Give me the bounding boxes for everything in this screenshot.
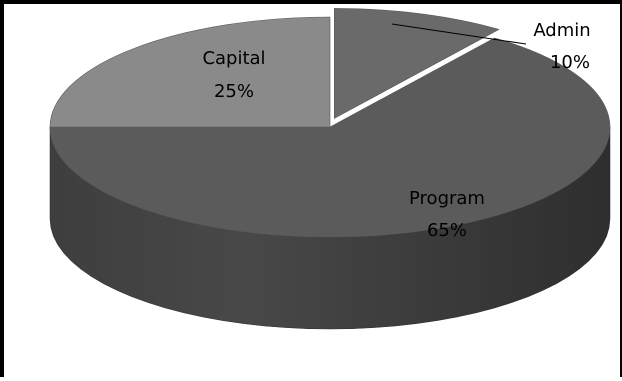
label-group: Admin 10% Program 65% Capital 25% <box>202 20 590 241</box>
pie-group <box>49 8 611 330</box>
label-value-capital: 25% <box>214 81 254 102</box>
pie-chart: Admin 10% Program 65% Capital 25% <box>49 8 611 330</box>
pie-slice-capital <box>49 16 331 128</box>
label-category-program: Program <box>409 188 485 209</box>
label-category-capital: Capital <box>202 48 265 69</box>
label-value-admin: 10% <box>550 52 590 73</box>
leader-line-admin <box>391 23 527 45</box>
pie-slice-admin <box>334 8 500 119</box>
pie-slice-program <box>49 37 611 238</box>
label-value-program: 65% <box>427 220 467 241</box>
label-category-admin: Admin <box>533 20 590 41</box>
